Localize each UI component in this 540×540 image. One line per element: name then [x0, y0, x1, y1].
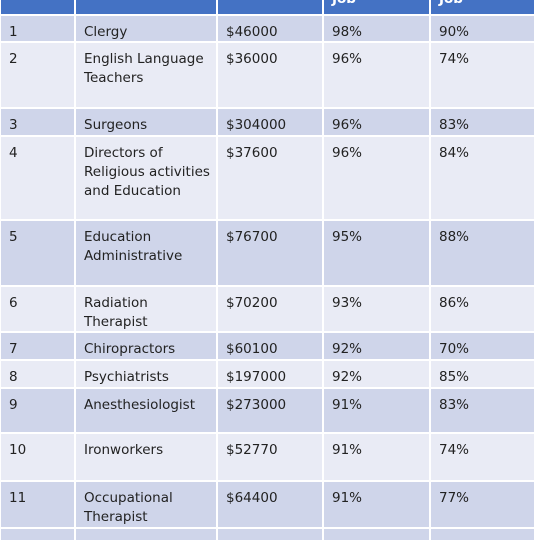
table-cell: 92%	[324, 361, 429, 387]
table-cell: 96%	[324, 109, 429, 135]
table-cell: 91%	[324, 482, 429, 527]
table-cell: Occupational Therapist	[76, 482, 216, 527]
table-cell: 92%	[324, 333, 429, 359]
table-cell: Surgeons	[76, 109, 216, 135]
table-cell: 93%	[324, 287, 429, 331]
table-cell: $273000	[218, 389, 322, 432]
table-cell: Psychiatrists	[76, 361, 216, 387]
table-cell: $60100	[218, 333, 322, 359]
table-cell: 88%	[431, 221, 534, 285]
table-cell: 70%	[431, 333, 534, 359]
table-cell: 5	[1, 221, 74, 285]
table-cell: 10	[1, 434, 74, 480]
table-cell: $37600	[218, 137, 322, 219]
table-cell: 83%	[431, 389, 534, 432]
header-cell	[76, 0, 216, 14]
table-cell: 9	[1, 389, 74, 432]
table-cell: 91%	[324, 434, 429, 480]
table-cell: Chiropractors	[76, 333, 216, 359]
table-cell: 74%	[431, 434, 534, 480]
table-cell: $197000	[218, 361, 322, 387]
table-cell	[431, 529, 534, 540]
table-cell: 96%	[324, 43, 429, 107]
table-cell: Anesthesiologist	[76, 389, 216, 432]
table-cell: 4	[1, 137, 74, 219]
table-cell: 95%	[324, 221, 429, 285]
table-cell: 8	[1, 361, 74, 387]
table-cell: 6	[1, 287, 74, 331]
table-cell: English Language Teachers	[76, 43, 216, 107]
table-cell	[1, 529, 74, 540]
table-cell: 83%	[431, 109, 534, 135]
table-cell: Ironworkers	[76, 434, 216, 480]
table-cell: 84%	[431, 137, 534, 219]
table-cell: Radiation Therapist	[76, 287, 216, 331]
table-cell: $70200	[218, 287, 322, 331]
table-cell	[76, 529, 216, 540]
header-cell	[1, 0, 74, 14]
table-cell: $76700	[218, 221, 322, 285]
table-cell: 91%	[324, 389, 429, 432]
table-cell: Clergy	[76, 16, 216, 41]
table-cell: 74%	[431, 43, 534, 107]
table-cell: 90%	[431, 16, 534, 41]
table-cell: 3	[1, 109, 74, 135]
table-cell: 86%	[431, 287, 534, 331]
table-cell: 2	[1, 43, 74, 107]
table-cell: $304000	[218, 109, 322, 135]
header-cell	[218, 0, 322, 14]
header-cell: Job	[324, 0, 429, 14]
table-cell: $64400	[218, 482, 322, 527]
table-cell: 7	[1, 333, 74, 359]
table-cell: Directors of Religious activities and Ed…	[76, 137, 216, 219]
table-cell: 77%	[431, 482, 534, 527]
table-cell: $52770	[218, 434, 322, 480]
table-cell: 98%	[324, 16, 429, 41]
table-cell: $46000	[218, 16, 322, 41]
table-cell: 11	[1, 482, 74, 527]
table-cell	[324, 529, 429, 540]
table-cell: 96%	[324, 137, 429, 219]
table-cell: 1	[1, 16, 74, 41]
table-cell: $36000	[218, 43, 322, 107]
table-cell: 85%	[431, 361, 534, 387]
table-cell	[218, 529, 322, 540]
header-cell: Job	[431, 0, 534, 14]
table-cell: Education Administrative	[76, 221, 216, 285]
